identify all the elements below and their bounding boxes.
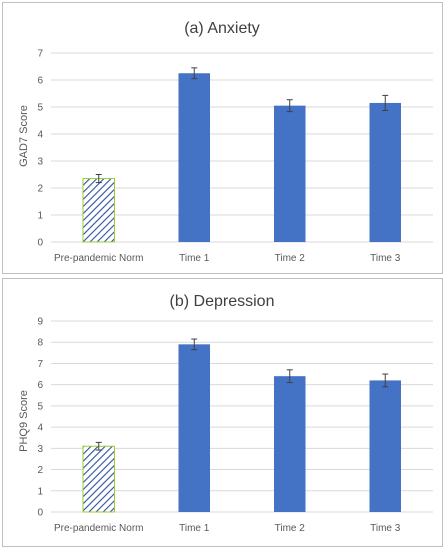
y-tick-label: 1 [37,211,43,222]
y-tick-label: 3 [37,157,43,168]
y-tick-label: 7 [37,49,43,60]
y-tick-label: 8 [37,338,43,349]
x-tick-label: Pre-pandemic Norm [54,253,143,264]
bar-pre-pandemic-norm [82,178,116,243]
y-tick-label: 4 [37,130,43,141]
y-tick-label: 2 [37,184,43,195]
x-tick-label: Time 1 [179,523,210,534]
y-tick-label: 0 [37,508,43,519]
chart-title: (a) Anxiety [184,20,260,37]
chart-depression-panel: (b) Depression PHQ9 Score 0 1 2 3 4 5 6 7 8 9 Pre-… [2,278,443,547]
y-tick-label: 7 [37,359,43,370]
y-axis-title: GAD7 Score [18,105,30,167]
y-tick-label: 0 [37,238,43,249]
y-tick-label: 2 [37,465,43,476]
chart-depression: (b) Depression PHQ9 Score 0 1 2 3 4 5 6 7 8 9 Pre-… [18,293,433,534]
bar [369,102,402,242]
y-tick-label: 4 [37,423,43,434]
bar [369,380,402,512]
y-tick-label: 5 [37,103,43,114]
chart-title: (b) Depression [170,293,275,310]
y-tick-label: 6 [37,76,43,87]
chart-anxiety: (a) Anxiety GAD7 Score 0 1 2 3 4 5 6 7 Pre-pande… [18,20,433,264]
y-tick-label: 1 [37,486,43,497]
bar-pre-pandemic-norm [82,445,116,513]
x-tick-label: Time 2 [275,253,306,264]
bar [178,73,211,242]
bar [273,376,306,512]
y-tick-label: 6 [37,380,43,391]
x-tick-label: Pre-pandemic Norm [54,523,143,534]
bar [178,344,211,512]
y-tick-label: 3 [37,444,43,455]
chart-anxiety-panel: (a) Anxiety GAD7 Score 0 1 2 3 4 5 6 7 Pre-pande… [2,2,443,274]
x-tick-label: Time 3 [370,523,401,534]
x-tick-label: Time 3 [370,253,401,264]
y-tick-label: 9 [37,317,43,328]
y-tick-label: 5 [37,401,43,412]
x-tick-label: Time 1 [179,253,210,264]
y-axis-title: PHQ9 Score [18,390,30,452]
bar [273,105,306,243]
x-tick-label: Time 2 [275,523,306,534]
